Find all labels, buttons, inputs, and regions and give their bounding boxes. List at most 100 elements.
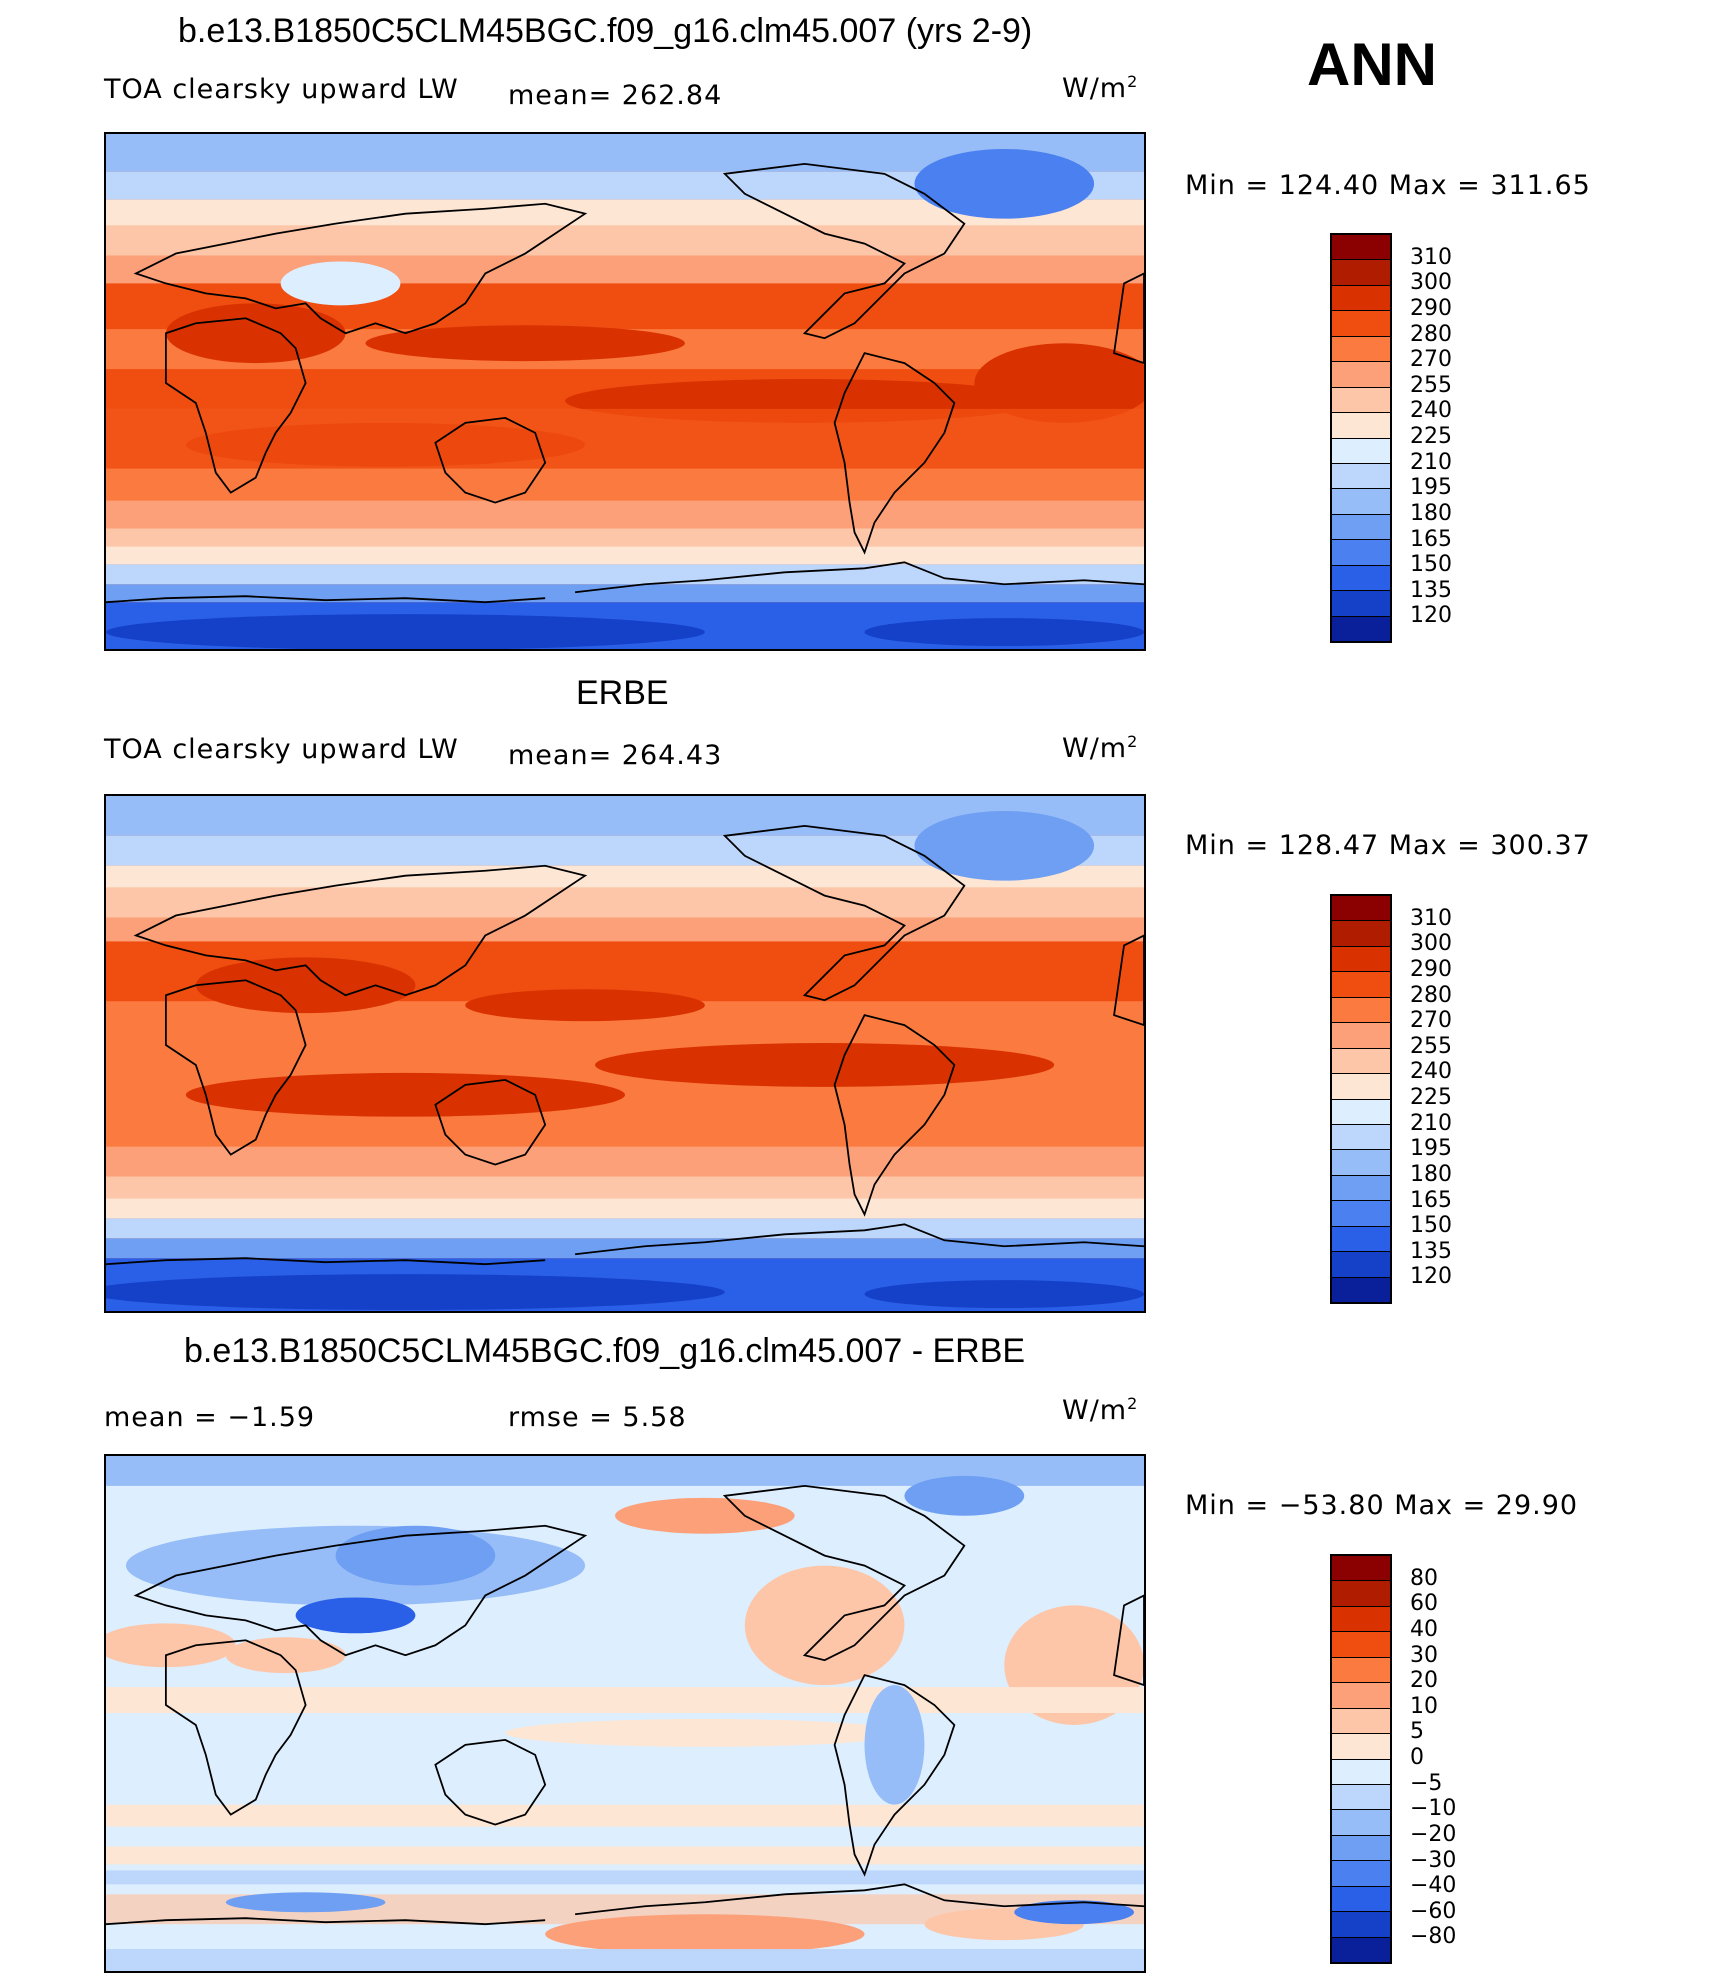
panel-2-map-svg [106, 796, 1144, 1311]
colorbar-tick-label: 180 [1410, 1161, 1452, 1187]
colorbar-tick-label: 210 [1410, 449, 1452, 475]
colorbar-tick-label: −5 [1410, 1770, 1443, 1796]
colorbar-swatch [1332, 336, 1390, 363]
colorbar-swatch [1332, 1784, 1390, 1811]
colorbar-tick-label: 180 [1410, 500, 1452, 526]
panel-1-colorbar [1330, 233, 1392, 643]
colorbar-tick-label: −20 [1410, 1821, 1457, 1847]
colorbar-swatch [1332, 972, 1390, 998]
colorbar-swatch [1332, 1861, 1390, 1887]
coastlines [106, 824, 1144, 1266]
colorbar-tick-label: 225 [1410, 424, 1452, 449]
colorbar-swatch [1332, 591, 1390, 617]
colorbar-swatch [1332, 1581, 1390, 1607]
colorbar-swatch [1332, 997, 1390, 1024]
colorbar-swatch [1332, 1810, 1390, 1836]
colorbar-swatch [1332, 1606, 1390, 1633]
colorbar-tick-label: 165 [1410, 526, 1452, 552]
panel-2-units: W/m2 [1062, 732, 1138, 764]
colorbar-tick-label: 120 [1410, 1264, 1452, 1290]
colorbar-tick-label: 120 [1410, 603, 1452, 629]
colorbar-tick-label: −80 [1410, 1924, 1457, 1950]
colorbar-swatch [1332, 1683, 1390, 1709]
colorbar-tick-label: 310 [1410, 905, 1452, 931]
colorbar-tick-label: 255 [1410, 1033, 1452, 1059]
panel-3-map [104, 1454, 1146, 1973]
colorbar-swatch [1332, 260, 1390, 286]
season-label: ANN [1307, 31, 1437, 98]
colorbar-tick-label: −60 [1410, 1898, 1457, 1924]
colorbar-tick-label: 30 [1410, 1642, 1438, 1668]
colorbar-tick-label: 310 [1410, 244, 1452, 270]
colorbar-swatch [1332, 489, 1390, 515]
colorbar-tick-label: 135 [1410, 577, 1452, 603]
colorbar-swatch [1332, 540, 1390, 566]
colorbar-swatch [1332, 387, 1390, 414]
panel-2-colorbar [1330, 894, 1392, 1304]
colorbar-swatch [1332, 1201, 1390, 1227]
colorbar-swatch [1332, 1759, 1390, 1785]
colorbar-tick-label: 240 [1410, 1059, 1452, 1085]
colorbar-tick-label: 0 [1410, 1745, 1424, 1770]
colorbar-swatch [1332, 1912, 1390, 1938]
colorbar-swatch [1332, 1048, 1390, 1075]
colorbar-swatch [1332, 438, 1390, 464]
colorbar-swatch [1332, 1175, 1390, 1202]
panel-3-title: b.e13.B1850C5CLM45BGC.f09_g16.clm45.007 … [184, 1332, 1026, 1370]
colorbar-swatch [1332, 1252, 1390, 1278]
units-exponent: 2 [1127, 72, 1139, 91]
colorbar-tick-label: 240 [1410, 398, 1452, 424]
panel-3-mean: mean = −1.59 [104, 1402, 316, 1433]
colorbar-tick-label: 300 [1410, 270, 1452, 296]
panel-1-mean: mean= 262.84 [508, 80, 723, 111]
panel-1-map [104, 132, 1146, 651]
panel-3-colorbar [1330, 1554, 1392, 1964]
colorbar-tick-label: 80 [1410, 1565, 1438, 1591]
colorbar-swatch [1332, 1074, 1390, 1100]
panel-1-units: W/m2 [1062, 72, 1138, 104]
colorbar-tick-label: 255 [1410, 372, 1452, 398]
colorbar-tick-label: 135 [1410, 1238, 1452, 1264]
colorbar-swatch [1332, 1277, 1390, 1302]
colorbar-swatch [1332, 514, 1390, 541]
colorbar-swatch [1332, 1124, 1390, 1151]
colorbar-tick-label: 195 [1410, 475, 1452, 501]
colorbar-swatch [1332, 1835, 1390, 1862]
colorbar-tick-label: −40 [1410, 1873, 1457, 1899]
units-text: W/m [1062, 733, 1128, 764]
colorbar-swatch [1332, 921, 1390, 947]
colorbar-tick-label: 150 [1410, 552, 1452, 578]
colorbar-swatch [1332, 1886, 1390, 1913]
colorbar-tick-label: 280 [1410, 982, 1452, 1008]
panel-3-rmse: rmse = 5.58 [508, 1402, 687, 1433]
colorbar-tick-label: 290 [1410, 956, 1452, 982]
colorbar-swatch [1332, 413, 1390, 439]
colorbar-swatch [1332, 565, 1390, 592]
units-text: W/m [1062, 73, 1128, 104]
colorbar-tick-label: 10 [1410, 1693, 1438, 1719]
colorbar-tick-label: 40 [1410, 1616, 1438, 1642]
colorbar-swatch [1332, 285, 1390, 312]
colorbar-swatch [1332, 1226, 1390, 1253]
colorbar-tick-label: 290 [1410, 295, 1452, 321]
colorbar-swatch [1332, 616, 1390, 641]
colorbar-tick-label: 300 [1410, 931, 1452, 957]
colorbar-swatch [1332, 311, 1390, 337]
colorbar-tick-label: 280 [1410, 321, 1452, 347]
panel-1-title: b.e13.B1850C5CLM45BGC.f09_g16.clm45.007 … [178, 12, 1033, 50]
colorbar-tick-label: 60 [1410, 1591, 1438, 1617]
colorbar-swatch [1332, 1556, 1390, 1582]
panel-1-minmax: Min = 124.40 Max = 311.65 [1185, 170, 1591, 201]
colorbar-tick-label: 5 [1410, 1719, 1424, 1745]
colorbar-tick-label: 225 [1410, 1085, 1452, 1110]
panel-1-variable: TOA clearsky upward LW [104, 74, 459, 105]
colorbar-swatch [1332, 1632, 1390, 1658]
colorbar-tick-label: 165 [1410, 1187, 1452, 1213]
units-exponent: 2 [1127, 1394, 1139, 1413]
colorbar-tick-label: 150 [1410, 1213, 1452, 1239]
units-exponent: 2 [1127, 732, 1139, 751]
panel-3-map-svg [106, 1456, 1144, 1971]
panel-2-minmax: Min = 128.47 Max = 300.37 [1185, 830, 1591, 861]
coastlines [106, 162, 1144, 604]
panel-1-map-svg [106, 134, 1144, 649]
